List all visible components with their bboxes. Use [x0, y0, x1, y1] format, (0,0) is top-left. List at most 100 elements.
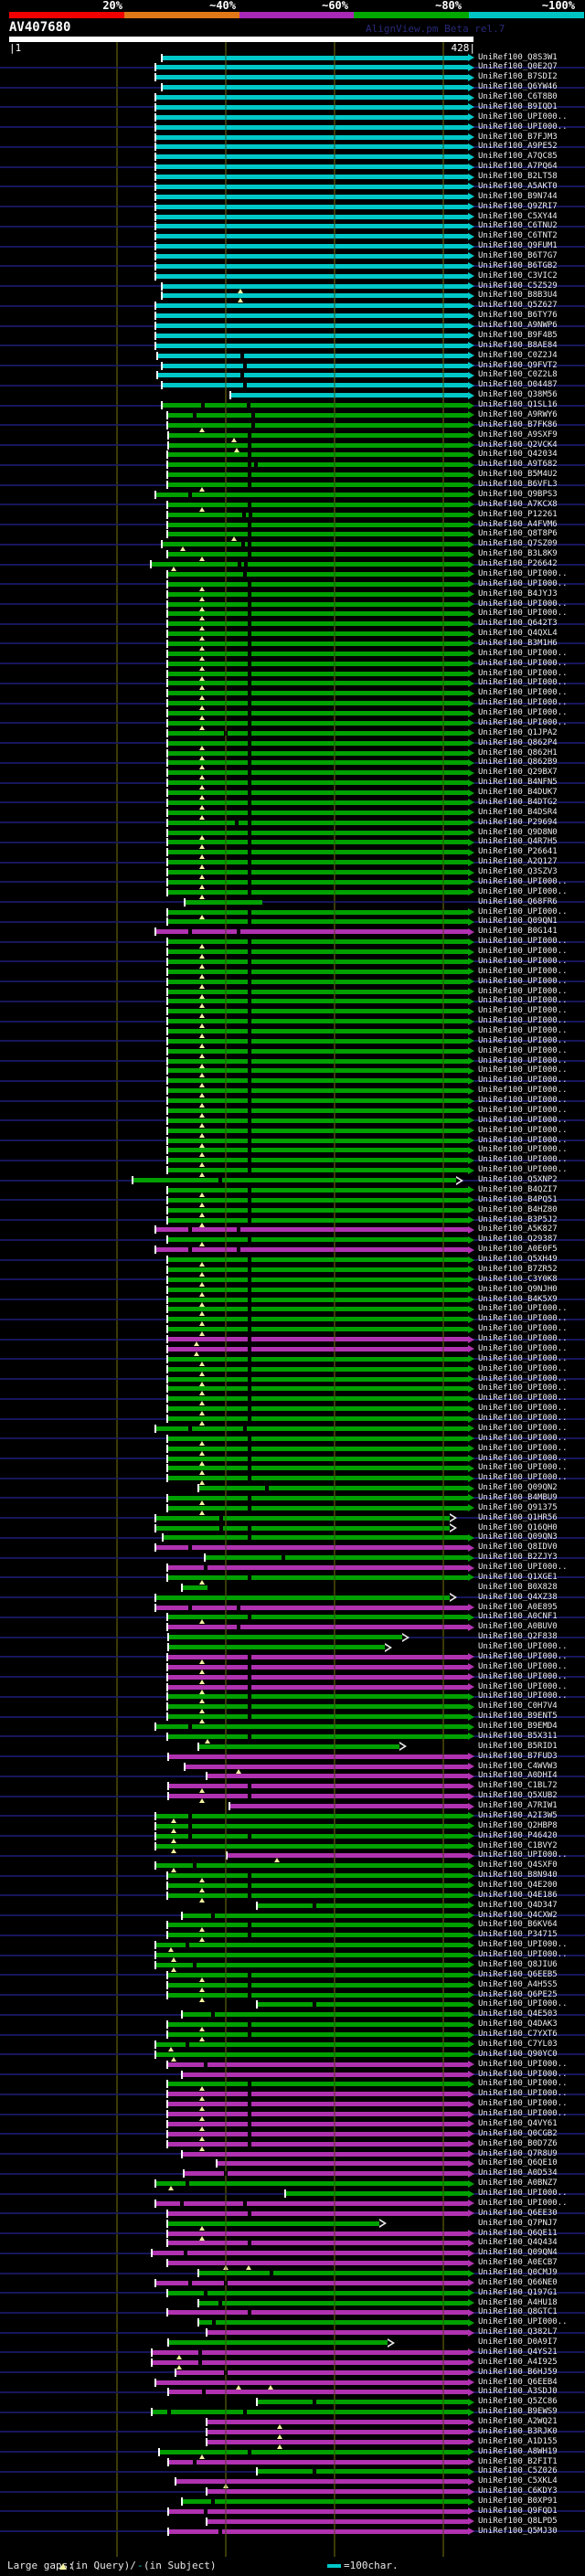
hit-label[interactable]: UniRef100_B0G141 — [478, 927, 558, 937]
hit-bar[interactable] — [167, 1436, 468, 1441]
hit-label[interactable]: UniRef100_Q4QXL4 — [478, 629, 558, 639]
hit-bar[interactable] — [167, 1187, 468, 1193]
hit-label[interactable]: UniRef100_UPI000.. — [478, 1363, 568, 1373]
hit-label[interactable]: UniRef100_UPI000.. — [478, 1065, 568, 1076]
hit-label[interactable]: UniRef100_UPI000.. — [478, 111, 568, 122]
hit-label[interactable]: UniRef100_A5AKT0 — [478, 181, 558, 191]
hit-bar[interactable] — [167, 591, 468, 597]
hit-bar[interactable] — [155, 1525, 451, 1531]
hit-bar[interactable] — [167, 2290, 468, 2295]
hit-bar[interactable] — [167, 820, 468, 825]
hit-label[interactable]: UniRef100_Q8JIU6 — [478, 1959, 558, 1969]
hit-bar[interactable] — [162, 363, 468, 368]
hit-bar[interactable] — [167, 1168, 468, 1173]
hit-label[interactable]: UniRef100_C7YL03 — [478, 2039, 558, 2049]
hit-bar[interactable] — [155, 313, 468, 319]
hit-label[interactable]: UniRef100_Q4VY61 — [478, 2118, 558, 2128]
hit-label[interactable]: UniRef100_UPI000.. — [478, 1016, 568, 1026]
hit-label[interactable]: UniRef100_UPI000.. — [478, 2198, 568, 2208]
hit-bar[interactable] — [167, 2082, 468, 2087]
hit-bar[interactable] — [199, 2271, 468, 2275]
hit-label[interactable]: UniRef100_Q6QE11 — [478, 2228, 558, 2238]
hit-label[interactable]: UniRef100_Q8S3W1 — [478, 52, 558, 62]
hit-bar[interactable] — [155, 65, 468, 70]
hit-label[interactable]: UniRef100_C1BL72 — [478, 1781, 558, 1791]
hit-label[interactable]: UniRef100_B2LT58 — [478, 172, 558, 181]
hit-bar[interactable] — [167, 462, 468, 468]
hit-bar[interactable] — [167, 1933, 468, 1938]
hit-label[interactable]: UniRef100_C0Z2L8 — [478, 370, 558, 380]
hit-label[interactable]: UniRef100_Q09QN1 — [478, 917, 558, 927]
hit-bar[interactable] — [155, 1724, 468, 1729]
hit-label[interactable]: UniRef100_UPI000.. — [478, 1145, 568, 1155]
hit-label[interactable]: UniRef100_A3SDJ0 — [478, 2387, 558, 2397]
hit-bar[interactable] — [167, 1009, 468, 1014]
hit-bar[interactable] — [167, 601, 468, 607]
hit-bar[interactable] — [167, 1476, 468, 1481]
hit-label[interactable]: UniRef100_UPI000.. — [478, 1006, 568, 1016]
hit-label[interactable]: UniRef100_UPI000.. — [478, 2099, 568, 2109]
hit-label[interactable]: UniRef100_B4QZI7 — [478, 1184, 558, 1194]
hit-label[interactable]: UniRef100_B4PQ51 — [478, 1194, 558, 1204]
hit-label[interactable]: UniRef100_UPI000.. — [478, 996, 568, 1006]
hit-label[interactable]: UniRef100_UPI000.. — [478, 668, 568, 678]
hit-bar[interactable] — [162, 283, 468, 289]
hit-bar[interactable] — [167, 1257, 468, 1262]
hit-bar[interactable] — [162, 293, 468, 299]
hit-label[interactable]: UniRef100_Q6EE30 — [478, 2208, 558, 2218]
hit-label[interactable]: UniRef100_Q4DAK3 — [478, 2019, 558, 2030]
hit-label[interactable]: UniRef100_Q9FQD1 — [478, 2506, 558, 2516]
hit-label[interactable]: UniRef100_B7FJM3 — [478, 132, 558, 142]
hit-label[interactable]: UniRef100_UPI000.. — [478, 2109, 568, 2118]
hit-label[interactable]: UniRef100_UPI000.. — [478, 1463, 568, 1473]
hit-bar[interactable] — [167, 482, 468, 487]
hit-label[interactable]: UniRef100_B8N940 — [478, 1871, 558, 1881]
hit-bar[interactable] — [167, 770, 468, 776]
hit-bar[interactable] — [167, 909, 468, 915]
hit-bar[interactable] — [167, 2131, 468, 2136]
hit-label[interactable]: UniRef100_B6TY76 — [478, 311, 558, 321]
hit-bar[interactable] — [168, 442, 468, 448]
hit-bar[interactable] — [155, 184, 468, 189]
hit-label[interactable]: UniRef100_UPI000.. — [478, 1950, 568, 1960]
hit-label[interactable]: UniRef100_UPI000.. — [478, 1373, 568, 1383]
hit-label[interactable]: UniRef100_UPI000.. — [478, 1076, 568, 1086]
hit-bar[interactable] — [155, 234, 468, 239]
hit-bar[interactable] — [167, 1029, 468, 1034]
hit-label[interactable]: UniRef100_Q4E186 — [478, 1890, 558, 1900]
hit-bar[interactable] — [155, 1823, 468, 1829]
hit-bar[interactable] — [167, 1882, 468, 1888]
hit-bar[interactable] — [167, 1565, 468, 1570]
hit-label[interactable]: UniRef100_UPI000.. — [478, 2059, 568, 2069]
hit-bar[interactable] — [184, 2171, 468, 2177]
hit-label[interactable]: UniRef100_A9NWP6 — [478, 321, 558, 330]
hit-bar[interactable] — [155, 144, 468, 150]
hit-bar[interactable] — [167, 1982, 468, 1988]
hit-label[interactable]: UniRef100_B9EWS9 — [478, 2407, 558, 2417]
hit-bar[interactable] — [167, 969, 468, 974]
hit-label[interactable]: UniRef100_Q5XUB2 — [478, 1791, 558, 1801]
hit-label[interactable]: UniRef100_B3M1H6 — [478, 638, 558, 648]
hit-label[interactable]: UniRef100_UPI000.. — [478, 1334, 568, 1343]
hit-label[interactable]: UniRef100_UPI000.. — [478, 1691, 568, 1701]
hit-bar[interactable] — [167, 532, 468, 537]
hit-bar[interactable] — [155, 2280, 468, 2285]
hit-bar[interactable] — [167, 1207, 468, 1213]
hit-bar[interactable] — [155, 2200, 468, 2206]
hit-label[interactable]: UniRef100_B4DTG2 — [478, 797, 558, 807]
hit-bar[interactable] — [167, 959, 468, 964]
hit-label[interactable]: UniRef100_UPI000.. — [478, 688, 568, 698]
hit-bar[interactable] — [167, 939, 468, 945]
hit-bar[interactable] — [167, 1376, 468, 1382]
hit-label[interactable]: UniRef100_Q09QN2 — [478, 1483, 558, 1493]
hit-label[interactable]: UniRef100_A9PE52 — [478, 142, 558, 152]
hit-bar[interactable] — [199, 1486, 468, 1491]
hit-bar[interactable] — [230, 393, 468, 398]
hit-bar[interactable] — [167, 1456, 468, 1461]
hit-bar[interactable] — [155, 204, 468, 209]
hit-bar[interactable] — [158, 353, 468, 358]
hit-bar[interactable] — [185, 899, 263, 905]
hit-bar[interactable] — [168, 2340, 389, 2346]
hit-label[interactable]: UniRef100_B4K5X9 — [478, 1294, 558, 1304]
hit-bar[interactable] — [207, 1774, 468, 1779]
